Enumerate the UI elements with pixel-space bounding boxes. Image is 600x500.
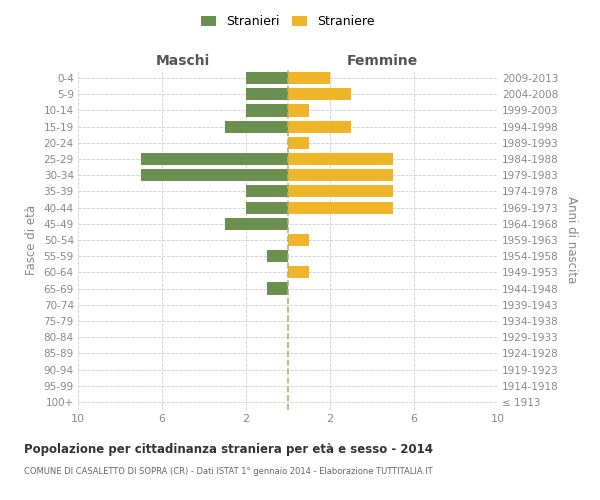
Bar [288, 137, 309, 149]
Bar [141, 169, 288, 181]
Bar [246, 186, 288, 198]
Bar [246, 72, 288, 84]
Bar [267, 282, 288, 294]
Bar [141, 153, 288, 165]
Bar [225, 120, 288, 132]
Text: Femmine: Femmine [347, 54, 418, 68]
Bar [288, 88, 351, 101]
Bar [288, 234, 309, 246]
Bar [246, 202, 288, 213]
Y-axis label: Fasce di età: Fasce di età [25, 205, 38, 275]
Text: COMUNE DI CASALETTO DI SOPRA (CR) - Dati ISTAT 1° gennaio 2014 - Elaborazione TU: COMUNE DI CASALETTO DI SOPRA (CR) - Dati… [24, 468, 433, 476]
Bar [288, 186, 393, 198]
Bar [288, 153, 393, 165]
Text: Popolazione per cittadinanza straniera per età e sesso - 2014: Popolazione per cittadinanza straniera p… [24, 442, 433, 456]
Y-axis label: Anni di nascita: Anni di nascita [565, 196, 578, 284]
Legend: Stranieri, Straniere: Stranieri, Straniere [197, 11, 379, 32]
Bar [225, 218, 288, 230]
Bar [267, 250, 288, 262]
Bar [288, 169, 393, 181]
Bar [288, 266, 309, 278]
Bar [288, 120, 351, 132]
Bar [288, 202, 393, 213]
Bar [246, 88, 288, 101]
Text: Maschi: Maschi [156, 54, 210, 68]
Bar [246, 104, 288, 117]
Bar [288, 72, 330, 84]
Bar [288, 104, 309, 117]
